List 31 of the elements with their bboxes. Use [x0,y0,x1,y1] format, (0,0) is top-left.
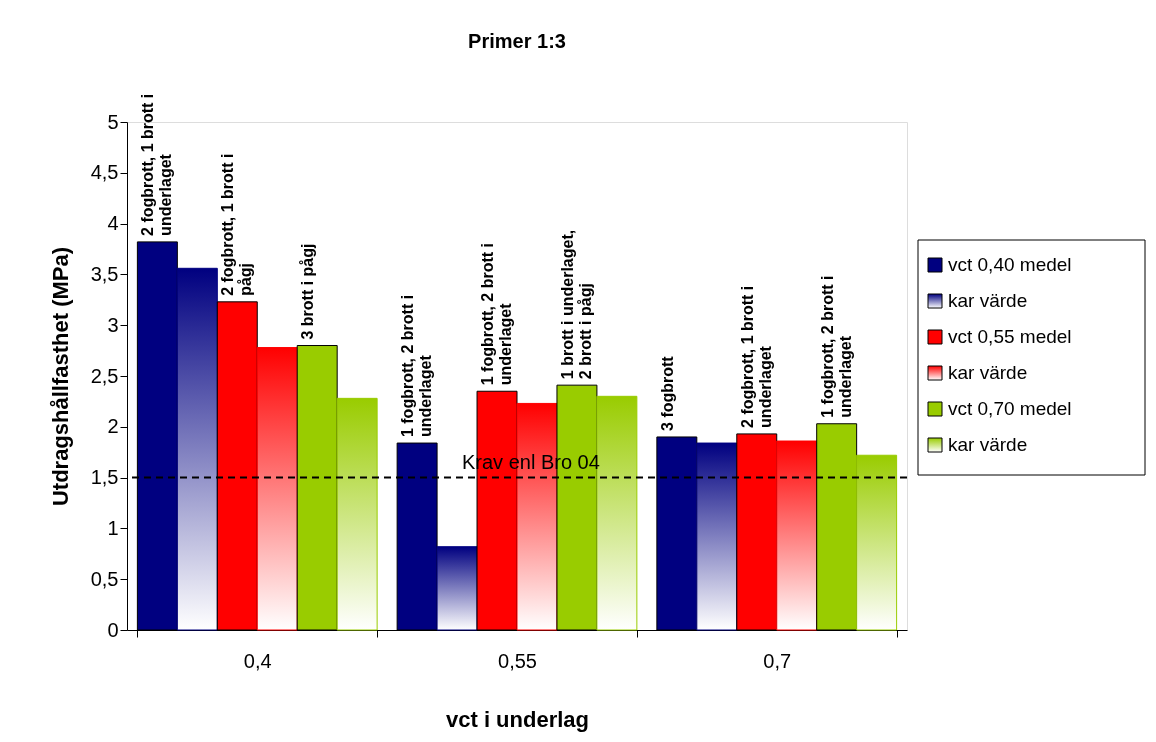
legend-label: kar värde [948,362,1028,383]
y-tick-label: 0 [107,618,119,641]
y-tick-label: 2 [107,415,119,438]
y-tick-label: 3,5 [90,262,119,285]
y-axis-title: Utdragshållfasthet (MPa) [47,246,73,507]
legend-label: vct 0,40 medel [948,254,1072,275]
x-tick-label: 0,7 [763,649,792,672]
legend-label: vct 0,70 medel [948,398,1072,419]
legend-label: vct 0,55 medel [948,326,1072,347]
annotation: 1 fogbrott, 2 brott i underlaget [818,275,854,418]
y-tick-label: 0,5 [90,567,119,590]
annotation: 1 fogbrott, 2 brott i underlaget [399,294,435,438]
annotation: 3 brott i pågj [299,243,317,340]
y-tick-label: 2,5 [90,364,119,387]
annotation: 2 fogbrott, 1 brott i pågj [219,153,255,296]
y-tick-label: 3 [107,313,119,336]
annotation: 3 fogbrott [658,355,676,431]
y-tick-label: 1,5 [90,466,119,489]
x-tick-label: 0,4 [243,649,272,672]
y-tick-label: 1 [107,516,119,539]
y-tick-label: 4 [107,212,119,235]
annotation: 2 fogbrott, 1 brott i underlaget [139,93,175,236]
y-tick-label: 5 [107,110,119,133]
legend-label: kar värde [948,434,1028,455]
legend-label: kar värde [948,290,1028,311]
x-tick-label: 0,55 [498,649,537,672]
y-tick-label: 4,5 [90,161,119,184]
annotation: 2 fogbrott, 1 brott i underlaget [738,285,774,428]
x-axis-title: vct i underlag [445,706,590,732]
annotation: 1 brott i underlaget, 2 brott i pågj [558,229,594,380]
chart-title: Primer 1:3 [468,29,566,52]
